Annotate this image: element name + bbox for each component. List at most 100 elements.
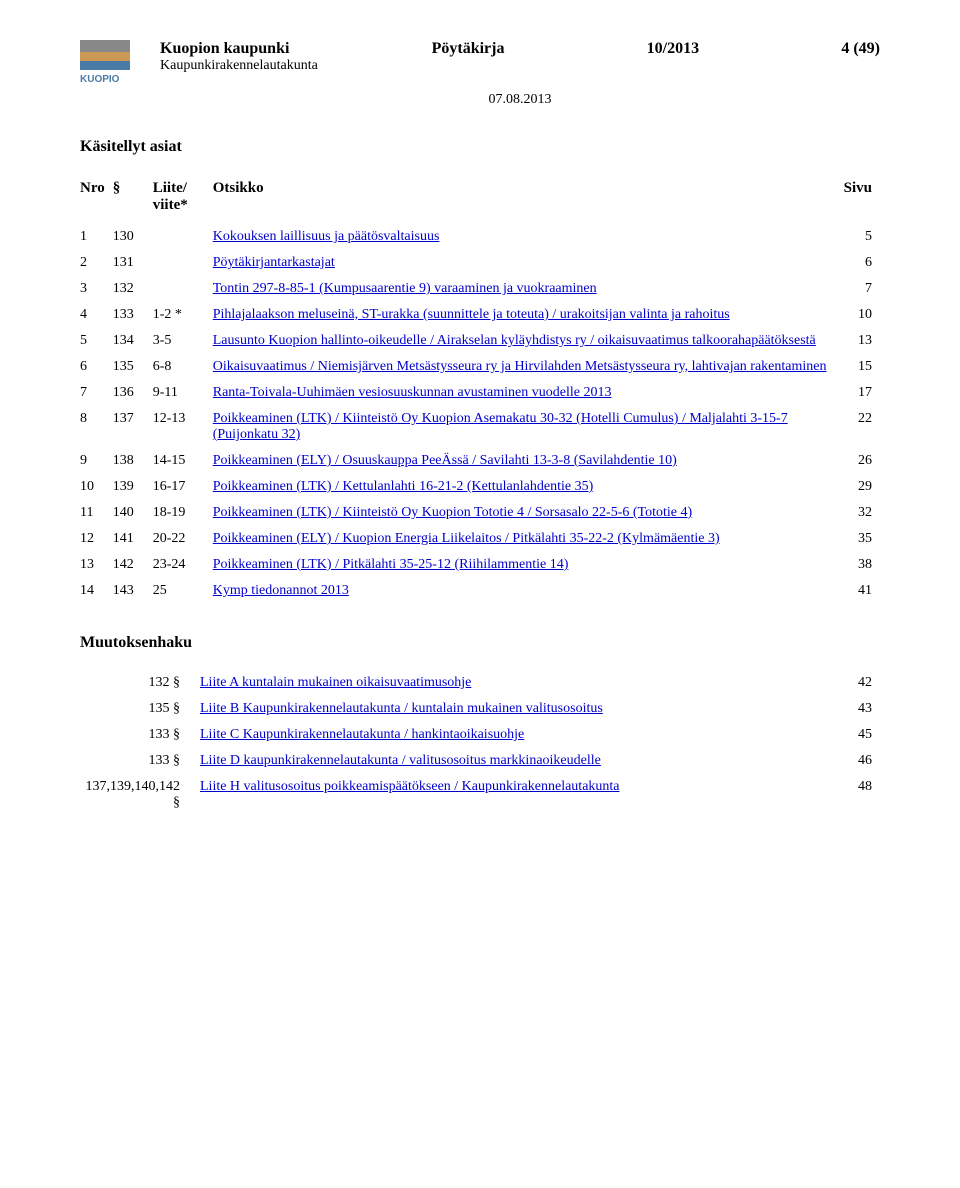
toc-link[interactable]: Liite H valitusosoitus poikkeamispäätöks…	[200, 779, 620, 794]
cell-title: Pihlajalaakson meluseinä, ST-urakka (suu…	[213, 302, 840, 328]
toc-link[interactable]: Poikkeaminen (LTK) / Kettulanlahti 16-21…	[213, 479, 594, 494]
cell-page: 10	[840, 302, 880, 328]
cell-liite	[153, 276, 213, 302]
cell-page: 43	[840, 696, 880, 722]
cell-title: Poikkeaminen (LTK) / Pitkälahti 35-25-12…	[213, 552, 840, 578]
table-row: 10 139 16-17 Poikkeaminen (LTK) / Kettul…	[80, 474, 880, 500]
cell-nro: 11	[80, 500, 113, 526]
table-row: 132 § Liite A kuntalain mukainen oikaisu…	[80, 670, 880, 696]
toc-table: Nro § Liite/ viite* Otsikko Sivu 1 130 K…	[80, 174, 880, 604]
toc-link[interactable]: Pihlajalaakson meluseinä, ST-urakka (suu…	[213, 307, 730, 322]
col-header-nro: Nro	[80, 174, 113, 224]
cell-title: Liite B Kaupunkirakennelautakunta / kunt…	[200, 696, 840, 722]
cell-sym: 142	[113, 552, 153, 578]
table-row: 12 141 20-22 Poikkeaminen (ELY) / Kuopio…	[80, 526, 880, 552]
table-row: 133 § Liite D kaupunkirakennelautakunta …	[80, 748, 880, 774]
doc-date: 07.08.2013	[160, 92, 880, 108]
page-marker: 4 (49)	[841, 40, 880, 58]
cell-title: Ranta-Toivala-Uuhimäen vesiosuuskunnan a…	[213, 380, 840, 406]
table-row: 2 131 Pöytäkirjantarkastajat 6	[80, 250, 880, 276]
toc-link[interactable]: Poikkeaminen (ELY) / Osuuskauppa PeeÄssä…	[213, 453, 677, 468]
logo-text: KUOPIO	[80, 74, 140, 85]
toc-link[interactable]: Tontin 297-8-85-1 (Kumpusaarentie 9) var…	[213, 281, 597, 296]
cell-nro: 9	[80, 448, 113, 474]
cell-sym: 130	[113, 224, 153, 250]
cell-sym: 137	[113, 406, 153, 448]
toc-link[interactable]: Poikkeaminen (LTK) / Pitkälahti 35-25-12…	[213, 557, 569, 572]
org-name: Kuopion kaupunki	[160, 40, 289, 58]
cell-sym: 131	[113, 250, 153, 276]
table-row: 135 § Liite B Kaupunkirakennelautakunta …	[80, 696, 880, 722]
header-text-block: Kuopion kaupunki Pöytäkirja 10/2013 4 (4…	[160, 40, 880, 108]
cell-liite: 14-15	[153, 448, 213, 474]
table-row: 133 § Liite C Kaupunkirakennelautakunta …	[80, 722, 880, 748]
cell-nro: 1	[80, 224, 113, 250]
table-row: 6 135 6-8 Oikaisuvaatimus / Niemisjärven…	[80, 354, 880, 380]
suborg-name: Kaupunkirakennelautakunta	[160, 58, 880, 74]
toc-link[interactable]: Liite D kaupunkirakennelautakunta / vali…	[200, 753, 601, 768]
cell-sym: 140	[113, 500, 153, 526]
cell-liite: 6-8	[153, 354, 213, 380]
toc-link[interactable]: Oikaisuvaatimus / Niemisjärven Metsästys…	[213, 359, 827, 374]
toc-link[interactable]: Ranta-Toivala-Uuhimäen vesiosuuskunnan a…	[213, 385, 612, 400]
cell-nro: 2	[80, 250, 113, 276]
toc-link[interactable]: Poikkeaminen (LTK) / Kiinteistö Oy Kuopi…	[213, 411, 788, 442]
table-row: 4 133 1-2 * Pihlajalaakson meluseinä, ST…	[80, 302, 880, 328]
cell-page: 41	[840, 578, 880, 604]
toc-link[interactable]: Lausunto Kuopion hallinto-oikeudelle / A…	[213, 333, 816, 348]
cell-page: 35	[840, 526, 880, 552]
cell-liite: 20-22	[153, 526, 213, 552]
cell-page: 48	[840, 774, 880, 816]
table-row: 7 136 9-11 Ranta-Toivala-Uuhimäen vesios…	[80, 380, 880, 406]
cell-sym: 141	[113, 526, 153, 552]
toc-link[interactable]: Liite C Kaupunkirakennelautakunta / hank…	[200, 727, 524, 742]
cell-sym: 133	[113, 302, 153, 328]
cell-title: Kokouksen laillisuus ja päätösvaltaisuus	[213, 224, 840, 250]
table-row: 3 132 Tontin 297-8-85-1 (Kumpusaarentie …	[80, 276, 880, 302]
cell-liite: 18-19	[153, 500, 213, 526]
cell-sym: 134	[113, 328, 153, 354]
cell-title: Poikkeaminen (LTK) / Kiinteistö Oy Kuopi…	[213, 406, 840, 448]
document-header: KUOPIO Kuopion kaupunki Pöytäkirja 10/20…	[80, 40, 880, 108]
cell-liite: 133 §	[80, 748, 200, 774]
toc-link[interactable]: Kymp tiedonannot 2013	[213, 583, 349, 598]
cell-liite: 12-13	[153, 406, 213, 448]
cell-page: 45	[840, 722, 880, 748]
col-header-title: Otsikko	[213, 174, 840, 224]
toc-link[interactable]: Poikkeaminen (ELY) / Kuopion Energia Lii…	[213, 531, 720, 546]
cell-liite: 25	[153, 578, 213, 604]
cell-liite	[153, 224, 213, 250]
cell-page: 6	[840, 250, 880, 276]
col-header-page: Sivu	[840, 174, 880, 224]
cell-title: Lausunto Kuopion hallinto-oikeudelle / A…	[213, 328, 840, 354]
cell-title: Kymp tiedonannot 2013	[213, 578, 840, 604]
table-row: 137,139,140,142 § Liite H valitusosoitus…	[80, 774, 880, 816]
cell-liite: 1-2 *	[153, 302, 213, 328]
cell-nro: 8	[80, 406, 113, 448]
cell-page: 42	[840, 670, 880, 696]
cell-nro: 4	[80, 302, 113, 328]
cell-liite: 133 §	[80, 722, 200, 748]
cell-sym: 135	[113, 354, 153, 380]
cell-liite: 132 §	[80, 670, 200, 696]
table-row: 8 137 12-13 Poikkeaminen (LTK) / Kiintei…	[80, 406, 880, 448]
cell-sym: 138	[113, 448, 153, 474]
cell-nro: 6	[80, 354, 113, 380]
toc-link[interactable]: Liite A kuntalain mukainen oikaisuvaatim…	[200, 675, 471, 690]
toc-link[interactable]: Kokouksen laillisuus ja päätösvaltaisuus	[213, 229, 440, 244]
col-header-sym: §	[113, 174, 153, 224]
table-row: 13 142 23-24 Poikkeaminen (LTK) / Pitkäl…	[80, 552, 880, 578]
table-row: 11 140 18-19 Poikkeaminen (LTK) / Kiinte…	[80, 500, 880, 526]
section-title-appeals: Muutoksenhaku	[80, 634, 880, 652]
appeals-table: 132 § Liite A kuntalain mukainen oikaisu…	[80, 670, 880, 816]
col-header-liite: Liite/ viite*	[153, 174, 213, 224]
cell-liite: 3-5	[153, 328, 213, 354]
cell-title: Liite D kaupunkirakennelautakunta / vali…	[200, 748, 840, 774]
toc-link[interactable]: Liite B Kaupunkirakennelautakunta / kunt…	[200, 701, 603, 716]
toc-link[interactable]: Pöytäkirjantarkastajat	[213, 255, 335, 270]
cell-liite: 135 §	[80, 696, 200, 722]
cell-page: 5	[840, 224, 880, 250]
toc-link[interactable]: Poikkeaminen (LTK) / Kiinteistö Oy Kuopi…	[213, 505, 692, 520]
logo-crest	[80, 40, 130, 70]
table-row: 5 134 3-5 Lausunto Kuopion hallinto-oike…	[80, 328, 880, 354]
